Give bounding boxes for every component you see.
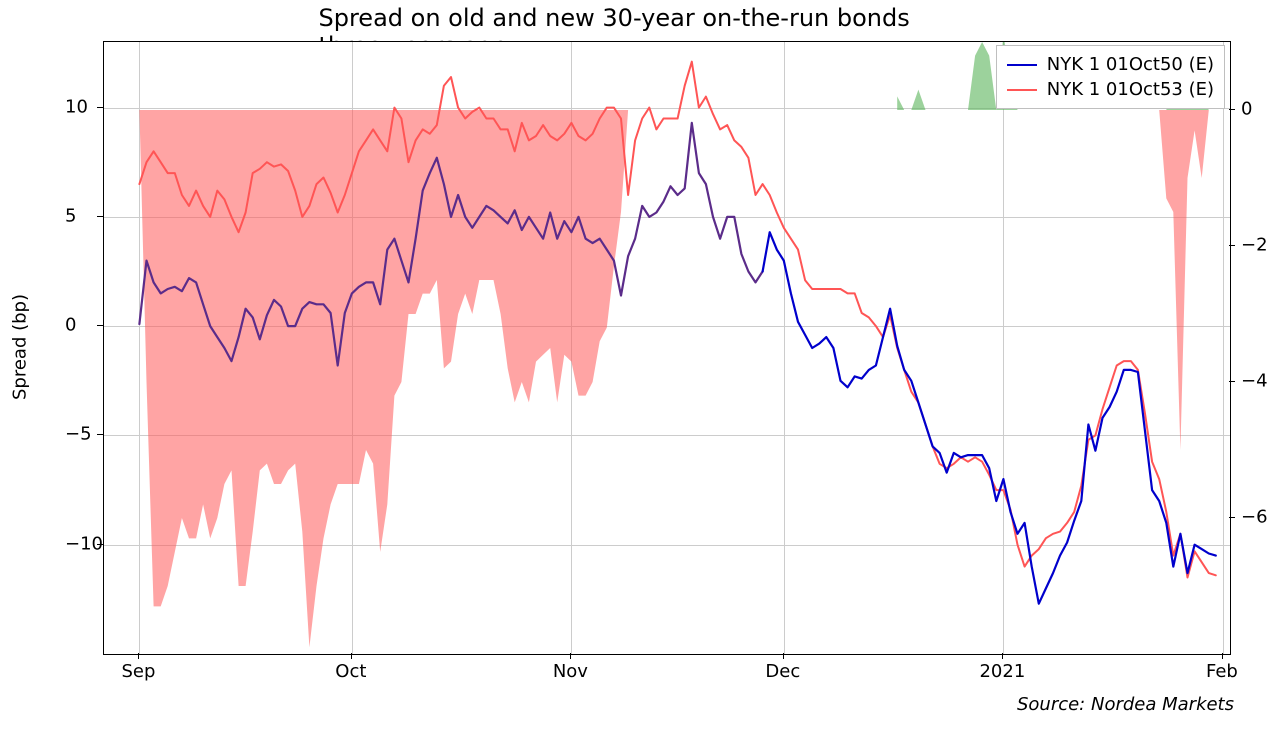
y-tick-label-right: −6	[1241, 507, 1268, 528]
x-tick-mark	[1002, 653, 1003, 659]
y-tick-label-left: 0	[65, 315, 76, 336]
y-tick-mark-left	[97, 325, 103, 326]
y-tick-mark-left	[97, 434, 103, 435]
x-tick-label: Oct	[335, 661, 366, 682]
area-red	[139, 110, 1215, 647]
y-tick-label-left: −5	[65, 424, 92, 445]
x-tick-label: 2021	[979, 661, 1025, 682]
y-tick-mark-left	[97, 216, 103, 217]
legend: NYK 1 01Oct50 (E) NYK 1 01Oct53 (E)	[996, 45, 1225, 109]
x-tick-mark	[783, 653, 784, 659]
legend-swatch	[1007, 64, 1037, 66]
legend-entry: NYK 1 01Oct53 (E)	[1007, 77, 1214, 102]
y-tick-label-left: 10	[65, 96, 88, 117]
svg-layer	[104, 42, 1230, 654]
x-tick-mark	[351, 653, 352, 659]
legend-label: NYK 1 01Oct50 (E)	[1047, 54, 1214, 75]
y-tick-mark-right	[1229, 245, 1235, 246]
x-tick-label: Feb	[1206, 661, 1238, 682]
y-tick-mark-left	[97, 544, 103, 545]
source-note: Source: Nordea Markets	[1017, 694, 1234, 715]
x-tick-mark	[138, 653, 139, 659]
x-tick-label: Dec	[765, 661, 800, 682]
line-nyk50-late	[763, 232, 1216, 604]
plot-area	[103, 41, 1231, 655]
y-axis-label: Spread (bp)	[10, 294, 31, 400]
y-tick-label-right: −2	[1241, 235, 1268, 256]
x-tick-label: Sep	[121, 661, 155, 682]
x-tick-mark	[1222, 653, 1223, 659]
x-tick-mark	[570, 653, 571, 659]
x-tick-label: Nov	[553, 661, 588, 682]
y-tick-mark-right	[1229, 381, 1235, 382]
y-tick-label-left: 5	[65, 205, 76, 226]
legend-label: NYK 1 01Oct53 (E)	[1047, 79, 1214, 100]
legend-entry: NYK 1 01Oct50 (E)	[1007, 52, 1214, 77]
y-tick-label-right: 0	[1241, 99, 1252, 120]
y-tick-label-right: −4	[1241, 371, 1268, 392]
chart-container: Spread on old and new 30-year on-the-run…	[0, 0, 1274, 729]
y-tick-mark-right	[1229, 517, 1235, 518]
legend-swatch	[1007, 89, 1037, 91]
y-tick-mark-right	[1229, 109, 1235, 110]
y-tick-mark-left	[97, 107, 103, 108]
